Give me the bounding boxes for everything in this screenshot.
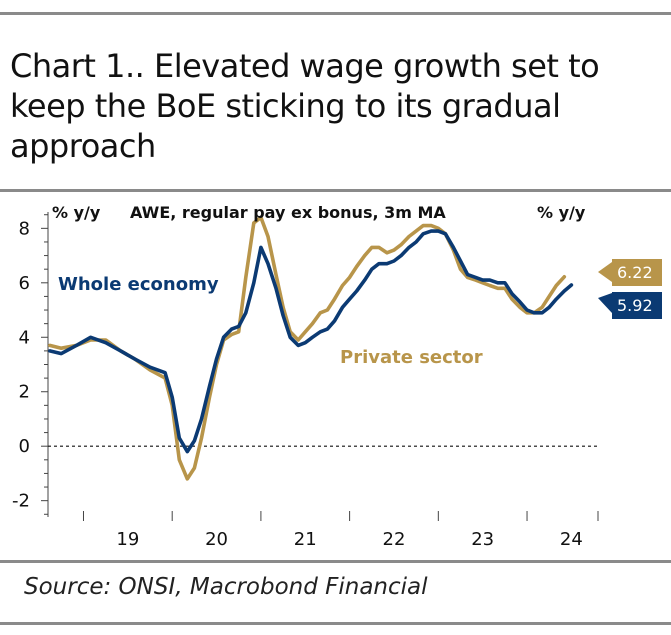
y-tick-label: 8 <box>19 218 30 239</box>
x-tick-label: 22 <box>383 529 406 550</box>
title-rule <box>0 189 671 192</box>
y-tick-label: 0 <box>19 436 30 457</box>
y-axis-label-right: % y/y <box>537 203 586 222</box>
y-tick-label: -2 <box>12 491 30 512</box>
y-tick-label: 2 <box>19 382 30 403</box>
whole-economy-line <box>48 229 574 454</box>
private-sector-end-value: 6.22 <box>617 263 653 282</box>
whole-economy-end-value: 5.92 <box>617 296 653 315</box>
top-rule <box>0 12 671 15</box>
chart-subtitle: AWE, regular pay ex bonus, 3m MA <box>130 203 446 222</box>
x-tick-label: 24 <box>560 529 583 550</box>
bottom-rule <box>0 622 671 625</box>
private-sector-end-pointer <box>598 262 612 282</box>
y-axis-label-left: % y/y <box>52 203 101 222</box>
whole-economy-end-pointer <box>598 293 612 313</box>
private-sector-line <box>48 215 567 481</box>
x-tick-label: 20 <box>205 529 228 550</box>
private-sector-end-tag <box>612 259 662 286</box>
whole-economy-label: Whole economy <box>58 274 219 295</box>
chart-title: Chart 1.. Elevated wage growth set to ke… <box>10 47 600 165</box>
source-rule-top <box>0 560 671 563</box>
source-note: Source: ONSI, Macrobond Financial <box>24 574 428 600</box>
y-tick-label: 4 <box>19 327 30 348</box>
x-tick-label: 21 <box>294 529 317 550</box>
x-tick-label: 23 <box>471 529 494 550</box>
private-sector-label: Private sector <box>340 347 483 368</box>
whole-economy-end-tag <box>612 292 662 319</box>
y-tick-label: 6 <box>19 273 30 294</box>
x-tick-label: 19 <box>116 529 139 550</box>
